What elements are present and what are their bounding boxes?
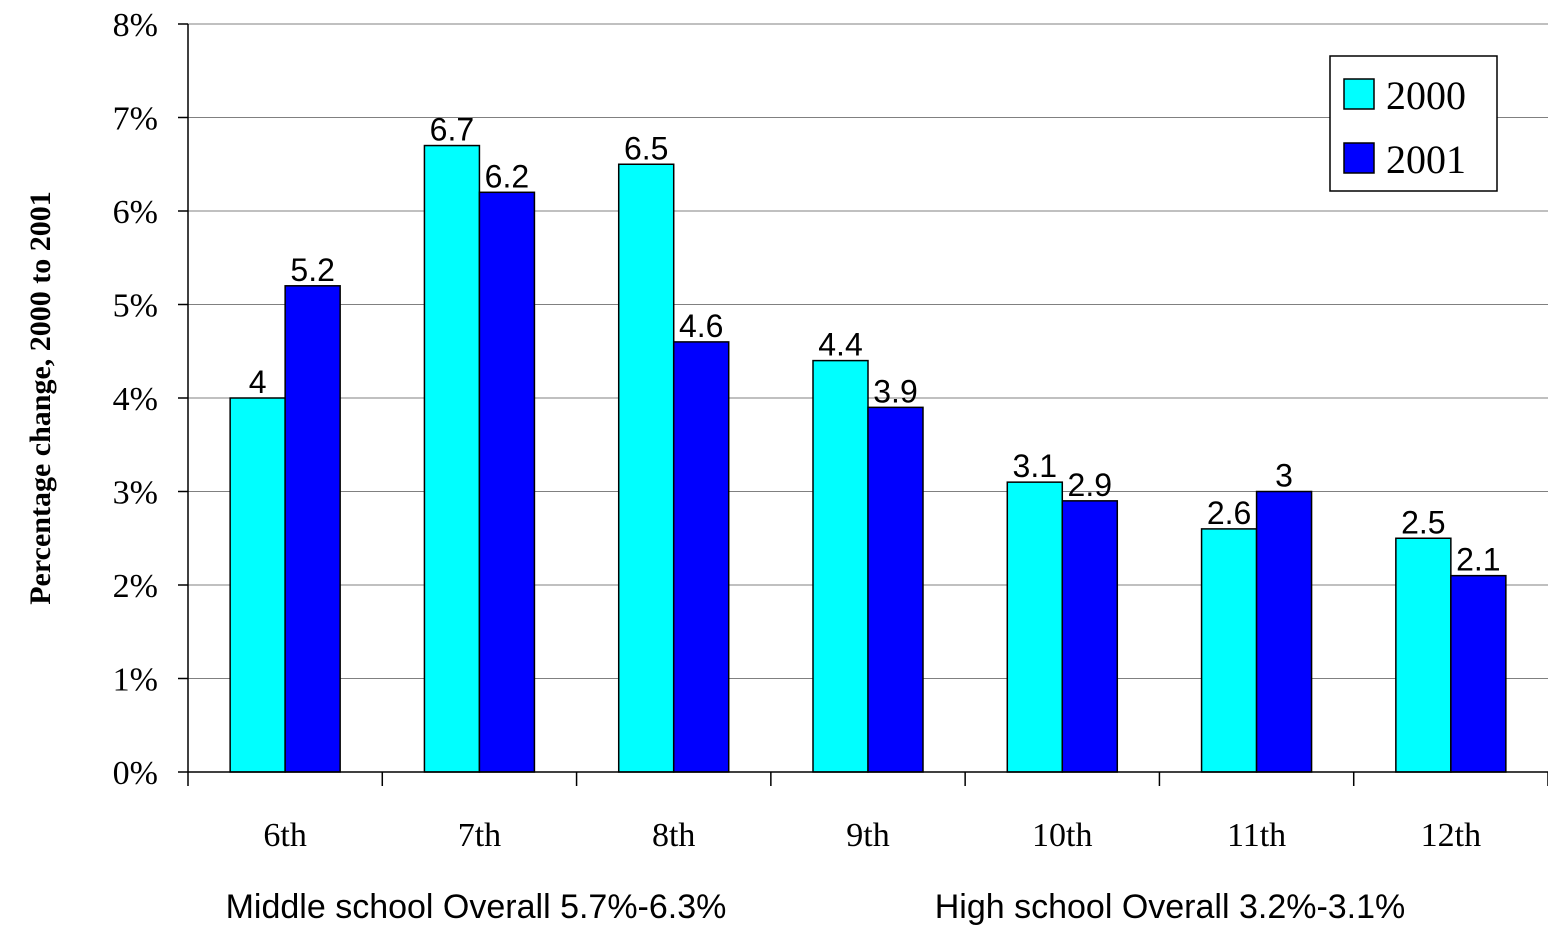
x-tick-label: 11th — [1227, 817, 1286, 854]
bar-2001 — [1255, 490, 1313, 773]
bar-2000 — [423, 144, 481, 773]
data-label-2000: 4.4 — [818, 327, 862, 363]
data-labels: 4 5.2 6.7 6.2 6.5 4.6 4.4 3.9 3.1 2.9 2.6 3 2.5 2.1 — [249, 112, 1501, 578]
bar-2001 — [1450, 574, 1507, 773]
x-tick-labels: 6th 7th 8th 9th 10th 11th 12th — [263, 817, 1481, 854]
x-tick-label: 12th — [1421, 817, 1481, 854]
data-label-2001: 6.2 — [485, 158, 529, 194]
data-label-2001: 3 — [1275, 458, 1293, 494]
bar-2001 — [478, 191, 536, 773]
data-label-2001: 5.2 — [290, 252, 334, 288]
y-tick-label: 5% — [113, 288, 158, 325]
y-tick-label: 7% — [113, 101, 158, 138]
data-label-2000: 2.6 — [1207, 495, 1251, 531]
y-tick-label: 3% — [113, 475, 158, 512]
bar-2000 — [1395, 537, 1452, 773]
y-tick-label: 6% — [113, 194, 158, 231]
bar-2000 — [229, 397, 286, 773]
x-tick-label: 9th — [846, 817, 889, 854]
legend-label-2001: 2001 — [1386, 137, 1466, 182]
x-tick-label: 6th — [263, 817, 306, 854]
bar-2000 — [1200, 528, 1258, 773]
bar-2001 — [672, 341, 730, 773]
y-tick-label: 4% — [113, 381, 158, 418]
bar-2001 — [284, 285, 341, 773]
legend-label-2000: 2000 — [1386, 73, 1466, 118]
x-tick-label: 8th — [652, 817, 695, 854]
y-axis-label: Percentage change, 2000 to 2001 — [24, 191, 57, 605]
bar-2000 — [617, 163, 675, 773]
y-tick-label: 2% — [113, 568, 158, 605]
y-tick-label: 8% — [113, 7, 158, 44]
data-label-2000: 2.5 — [1401, 504, 1445, 540]
bars — [229, 144, 1507, 773]
high-school-note: High school Overall 3.2%-3.1% — [935, 888, 1406, 926]
data-label-2000: 6.5 — [624, 130, 668, 166]
bar-2001 — [1061, 500, 1119, 773]
y-tick-label: 0% — [113, 755, 158, 792]
legend-swatch-2001 — [1343, 142, 1375, 174]
data-label-2000: 3.1 — [1013, 448, 1057, 484]
data-label-2000: 6.7 — [430, 112, 474, 148]
bar-2000 — [812, 359, 869, 773]
bar-2001 — [867, 406, 924, 773]
data-label-2000: 4 — [249, 364, 267, 400]
y-tick-label: 1% — [113, 662, 158, 699]
y-tick-labels: 0% 1% 2% 3% 4% 5% 6% 7% 8% — [113, 7, 158, 792]
legend: 2000 2001 — [1329, 55, 1498, 192]
x-tick-label: 7th — [458, 817, 501, 854]
axes — [178, 23, 1548, 786]
middle-school-note: Middle school Overall 5.7%-6.3% — [226, 888, 727, 926]
bar-2000 — [1006, 481, 1064, 773]
data-label-2001: 3.9 — [873, 373, 917, 409]
legend-swatch-2000 — [1343, 78, 1375, 110]
data-label-2001: 2.9 — [1068, 467, 1112, 503]
data-label-2001: 2.1 — [1456, 542, 1500, 578]
x-tick-label: 10th — [1032, 817, 1092, 854]
data-label-2001: 4.6 — [679, 308, 723, 344]
